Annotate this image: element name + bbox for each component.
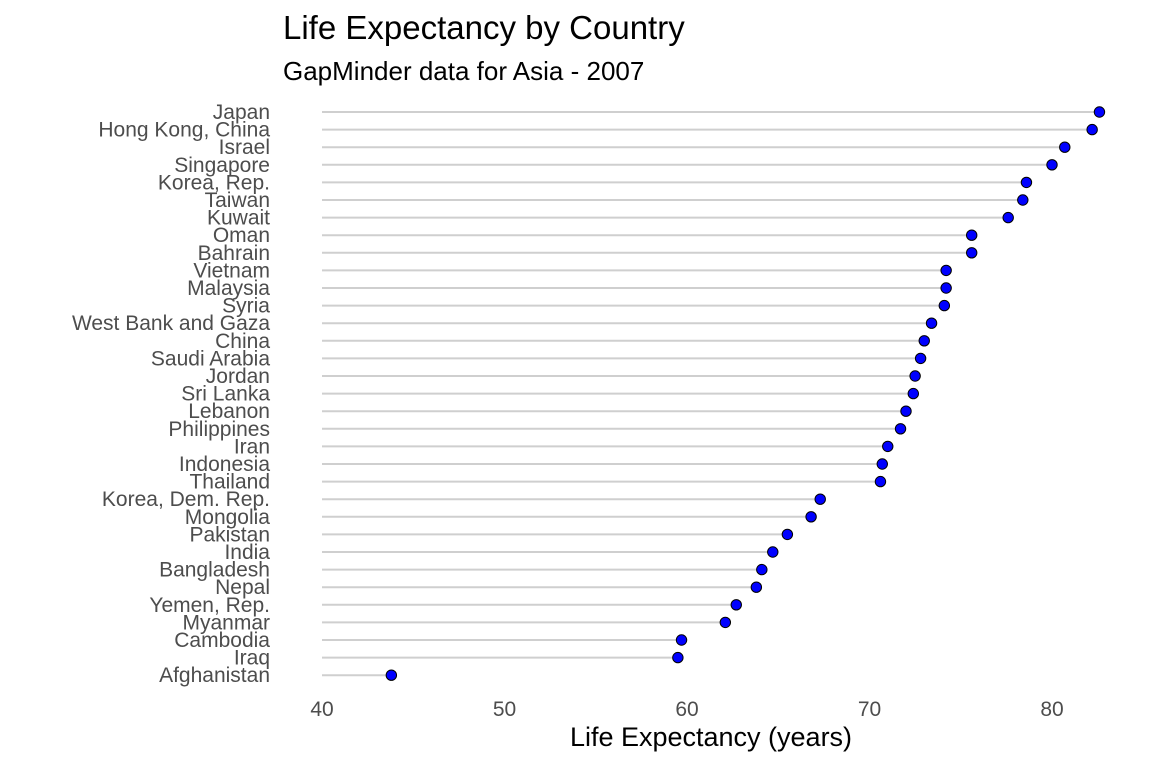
data-point xyxy=(1020,176,1033,189)
data-point xyxy=(900,405,912,417)
x-tick-label: 70 xyxy=(858,698,881,721)
y-tick-label: Cambodia xyxy=(174,629,270,652)
data-point xyxy=(730,599,742,611)
data-point xyxy=(814,493,826,505)
data-point xyxy=(719,616,732,629)
y-tick-label: Bahrain xyxy=(198,242,270,265)
y-tick-label: Pakistan xyxy=(189,523,270,546)
y-tick-label: Philippines xyxy=(168,418,270,441)
data-point xyxy=(767,546,779,558)
y-tick-label: Iraq xyxy=(234,647,270,670)
y-tick-label: Vietnam xyxy=(193,259,270,282)
y-tick-label: Syria xyxy=(222,295,270,318)
y-tick-label: Hong Kong, China xyxy=(98,119,270,142)
y-tick-label: Korea, Rep. xyxy=(158,171,270,194)
x-tick-label: 40 xyxy=(310,698,333,721)
y-tick-label: Kuwait xyxy=(207,207,270,230)
data-point xyxy=(914,352,927,365)
segment-layer xyxy=(322,111,1100,677)
data-point xyxy=(918,335,930,347)
y-tick-label: Sri Lanka xyxy=(181,383,270,406)
y-tick-label: Singapore xyxy=(174,154,270,177)
y-tick-label: Lebanon xyxy=(188,400,270,423)
data-point xyxy=(756,563,768,576)
y-tick-label: Mongolia xyxy=(185,506,271,529)
data-point xyxy=(966,229,978,241)
chart-subtitle: GapMinder data for Asia - 2007 xyxy=(283,56,644,86)
data-point xyxy=(1086,123,1098,136)
data-point xyxy=(882,440,894,453)
y-tick-label: India xyxy=(224,541,270,564)
y-tick-label: Japan xyxy=(213,101,270,124)
y-tick-label: Oman xyxy=(213,224,270,247)
data-point xyxy=(938,299,951,312)
chart-title: Life Expectancy by Country xyxy=(283,9,685,46)
x-tick-label: 50 xyxy=(493,698,516,721)
y-tick-label: Taiwan xyxy=(205,189,270,212)
data-point xyxy=(940,282,952,294)
data-point xyxy=(876,458,888,470)
y-tick-label: Jordan xyxy=(206,365,270,388)
y-tick-label: China xyxy=(215,330,270,353)
y-tick-label: Yemen, Rep. xyxy=(149,594,270,617)
data-point xyxy=(1059,141,1071,153)
y-tick-label: Korea, Dem. Rep. xyxy=(102,488,270,511)
y-tick-label: Bangladesh xyxy=(159,559,270,582)
point-layer xyxy=(385,106,1106,681)
y-tick-label: Iran xyxy=(234,435,270,458)
y-tick-label: Indonesia xyxy=(179,453,270,476)
x-axis-label: Life Expectancy (years) xyxy=(570,722,852,752)
y-tick-label: Israel xyxy=(219,136,270,159)
y-tick-label: Nepal xyxy=(215,576,270,599)
y-tick-label: Saudi Arabia xyxy=(151,347,270,370)
data-point xyxy=(675,634,688,646)
data-point xyxy=(781,528,794,541)
data-point xyxy=(1093,106,1106,118)
y-tick-label: Afghanistan xyxy=(159,664,270,687)
data-point xyxy=(966,247,978,259)
data-point xyxy=(907,387,919,400)
data-point xyxy=(750,581,763,593)
y-tick-label: West Bank and Gaza xyxy=(72,312,270,335)
data-point xyxy=(1046,159,1058,171)
data-point xyxy=(805,511,817,523)
data-point xyxy=(385,669,398,681)
x-tick-label: 80 xyxy=(1040,698,1063,721)
y-tick-label: Myanmar xyxy=(182,611,270,634)
data-point xyxy=(1017,194,1029,206)
x-tick-label: 60 xyxy=(675,698,698,721)
data-point xyxy=(909,370,921,382)
y-tick-label: Thailand xyxy=(189,471,270,494)
data-point xyxy=(874,475,887,488)
y-tick-label: Malaysia xyxy=(187,277,270,300)
x-axis-ticks: 40 50 60 70 80 xyxy=(310,698,1063,721)
data-point xyxy=(894,423,907,435)
data-point xyxy=(672,651,684,664)
data-point xyxy=(940,264,952,277)
data-point xyxy=(925,317,938,329)
data-point xyxy=(1002,211,1014,224)
